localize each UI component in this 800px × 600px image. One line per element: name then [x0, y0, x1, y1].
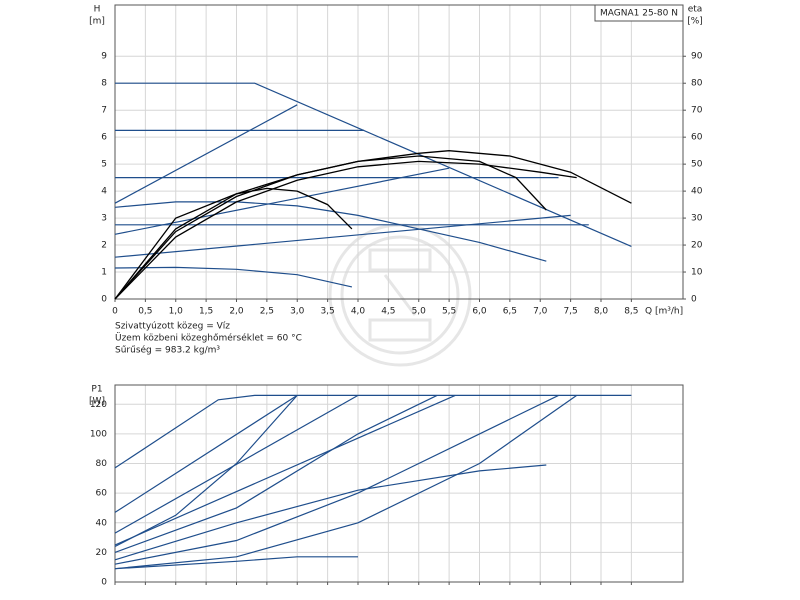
- x-tick-label: 6,5: [503, 307, 517, 317]
- curve: [114, 201, 547, 262]
- chart-title: MAGNA1 25-80 N: [600, 9, 678, 19]
- curve: [115, 82, 632, 247]
- y-tick-label: 40: [96, 518, 108, 528]
- curve: [114, 394, 438, 553]
- curve: [114, 395, 298, 548]
- x-label: Q [m³/h]: [645, 307, 683, 317]
- y-tick-label: 4: [101, 187, 107, 197]
- curve: [114, 104, 298, 204]
- y2-tick-label: 10: [691, 268, 703, 278]
- x-tick-label: 5,0: [412, 307, 427, 317]
- note: Szivattyúzott közeg = Víz: [115, 322, 230, 332]
- plot-frame: [114, 4, 684, 300]
- y2-tick-label: 30: [691, 214, 703, 224]
- y2-tick-label: 90: [691, 52, 703, 62]
- y-tick-label: 3: [101, 214, 107, 224]
- y-tick-label: 60: [96, 489, 108, 499]
- curve: [114, 394, 578, 570]
- y-tick-label: 20: [96, 548, 108, 558]
- y2-tick-label: 0: [691, 295, 697, 305]
- y-tick-label: 8: [101, 79, 107, 89]
- y2-label: eta: [688, 5, 703, 15]
- x-tick-label: 4,0: [351, 307, 366, 317]
- x-tick-label: 1,5: [199, 307, 213, 317]
- x-tick-label: 4,5: [381, 307, 395, 317]
- curve: [114, 187, 353, 300]
- y-tick-label: 0: [101, 295, 107, 305]
- curve: [114, 394, 632, 469]
- y-tick-label: 7: [101, 106, 107, 116]
- y-tick-label: 80: [96, 459, 108, 469]
- curve: [114, 394, 298, 513]
- x-tick-label: 7,5: [563, 307, 577, 317]
- y2-tick-label: 40: [691, 187, 703, 197]
- y-unit: [m]: [89, 17, 105, 27]
- curve: [114, 266, 353, 288]
- y-unit: [W]: [89, 397, 105, 407]
- x-tick-label: 3,0: [290, 307, 305, 317]
- y-tick-label: 6: [101, 133, 107, 143]
- y-tick-label: 100: [90, 429, 107, 439]
- y-label: H: [94, 5, 101, 15]
- x-tick-label: 6,0: [472, 307, 487, 317]
- title-box: [594, 4, 684, 22]
- y-tick-label: 120: [90, 400, 107, 410]
- y-tick-label: 0: [101, 578, 107, 588]
- curve: [114, 167, 450, 235]
- curve: [114, 155, 547, 300]
- y-tick-label: 9: [101, 52, 107, 62]
- curve: [114, 214, 571, 258]
- curve: [114, 394, 359, 534]
- curve: [114, 394, 559, 565]
- curve: [114, 394, 456, 546]
- y-tick-label: 2: [101, 241, 107, 251]
- note: Sűrűség = 983.2 kg/m³: [115, 345, 220, 356]
- curve: [114, 464, 547, 561]
- curve: [114, 556, 358, 570]
- curve: [114, 150, 632, 300]
- y2-tick-label: 60: [691, 133, 703, 143]
- x-tick-label: 8,0: [594, 307, 609, 317]
- x-tick-label: 0,5: [138, 307, 152, 317]
- plot-frame: [114, 384, 684, 583]
- y-tick-label: 1: [101, 268, 107, 278]
- y2-tick-label: 50: [691, 160, 703, 170]
- y2-tick-label: 80: [691, 79, 703, 89]
- y2-tick-label: 70: [691, 106, 703, 116]
- y2-tick-label: 20: [691, 241, 703, 251]
- y-tick-label: 5: [101, 160, 107, 170]
- x-tick-label: 7,0: [533, 307, 548, 317]
- x-tick-label: 3,5: [320, 307, 334, 317]
- x-tick-label: 2,5: [260, 307, 274, 317]
- x-tick-label: 1,0: [169, 307, 184, 317]
- x-tick-label: 8,5: [624, 307, 638, 317]
- y-label: P1: [91, 385, 102, 395]
- curve: [114, 160, 577, 300]
- note: Üzem közbeni közeghőmérséklet = 60 °C: [115, 333, 302, 344]
- x-tick-label: 2,0: [229, 307, 244, 317]
- x-tick-label: 5,5: [442, 307, 456, 317]
- x-tick-label: 0: [112, 307, 118, 317]
- y2-unit: [%]: [687, 17, 703, 27]
